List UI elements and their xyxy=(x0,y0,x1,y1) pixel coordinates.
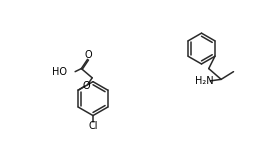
Text: H₂N: H₂N xyxy=(195,76,213,86)
Text: HO: HO xyxy=(52,67,68,77)
Text: O: O xyxy=(85,50,92,61)
Text: Cl: Cl xyxy=(88,121,98,131)
Text: O: O xyxy=(82,81,90,91)
